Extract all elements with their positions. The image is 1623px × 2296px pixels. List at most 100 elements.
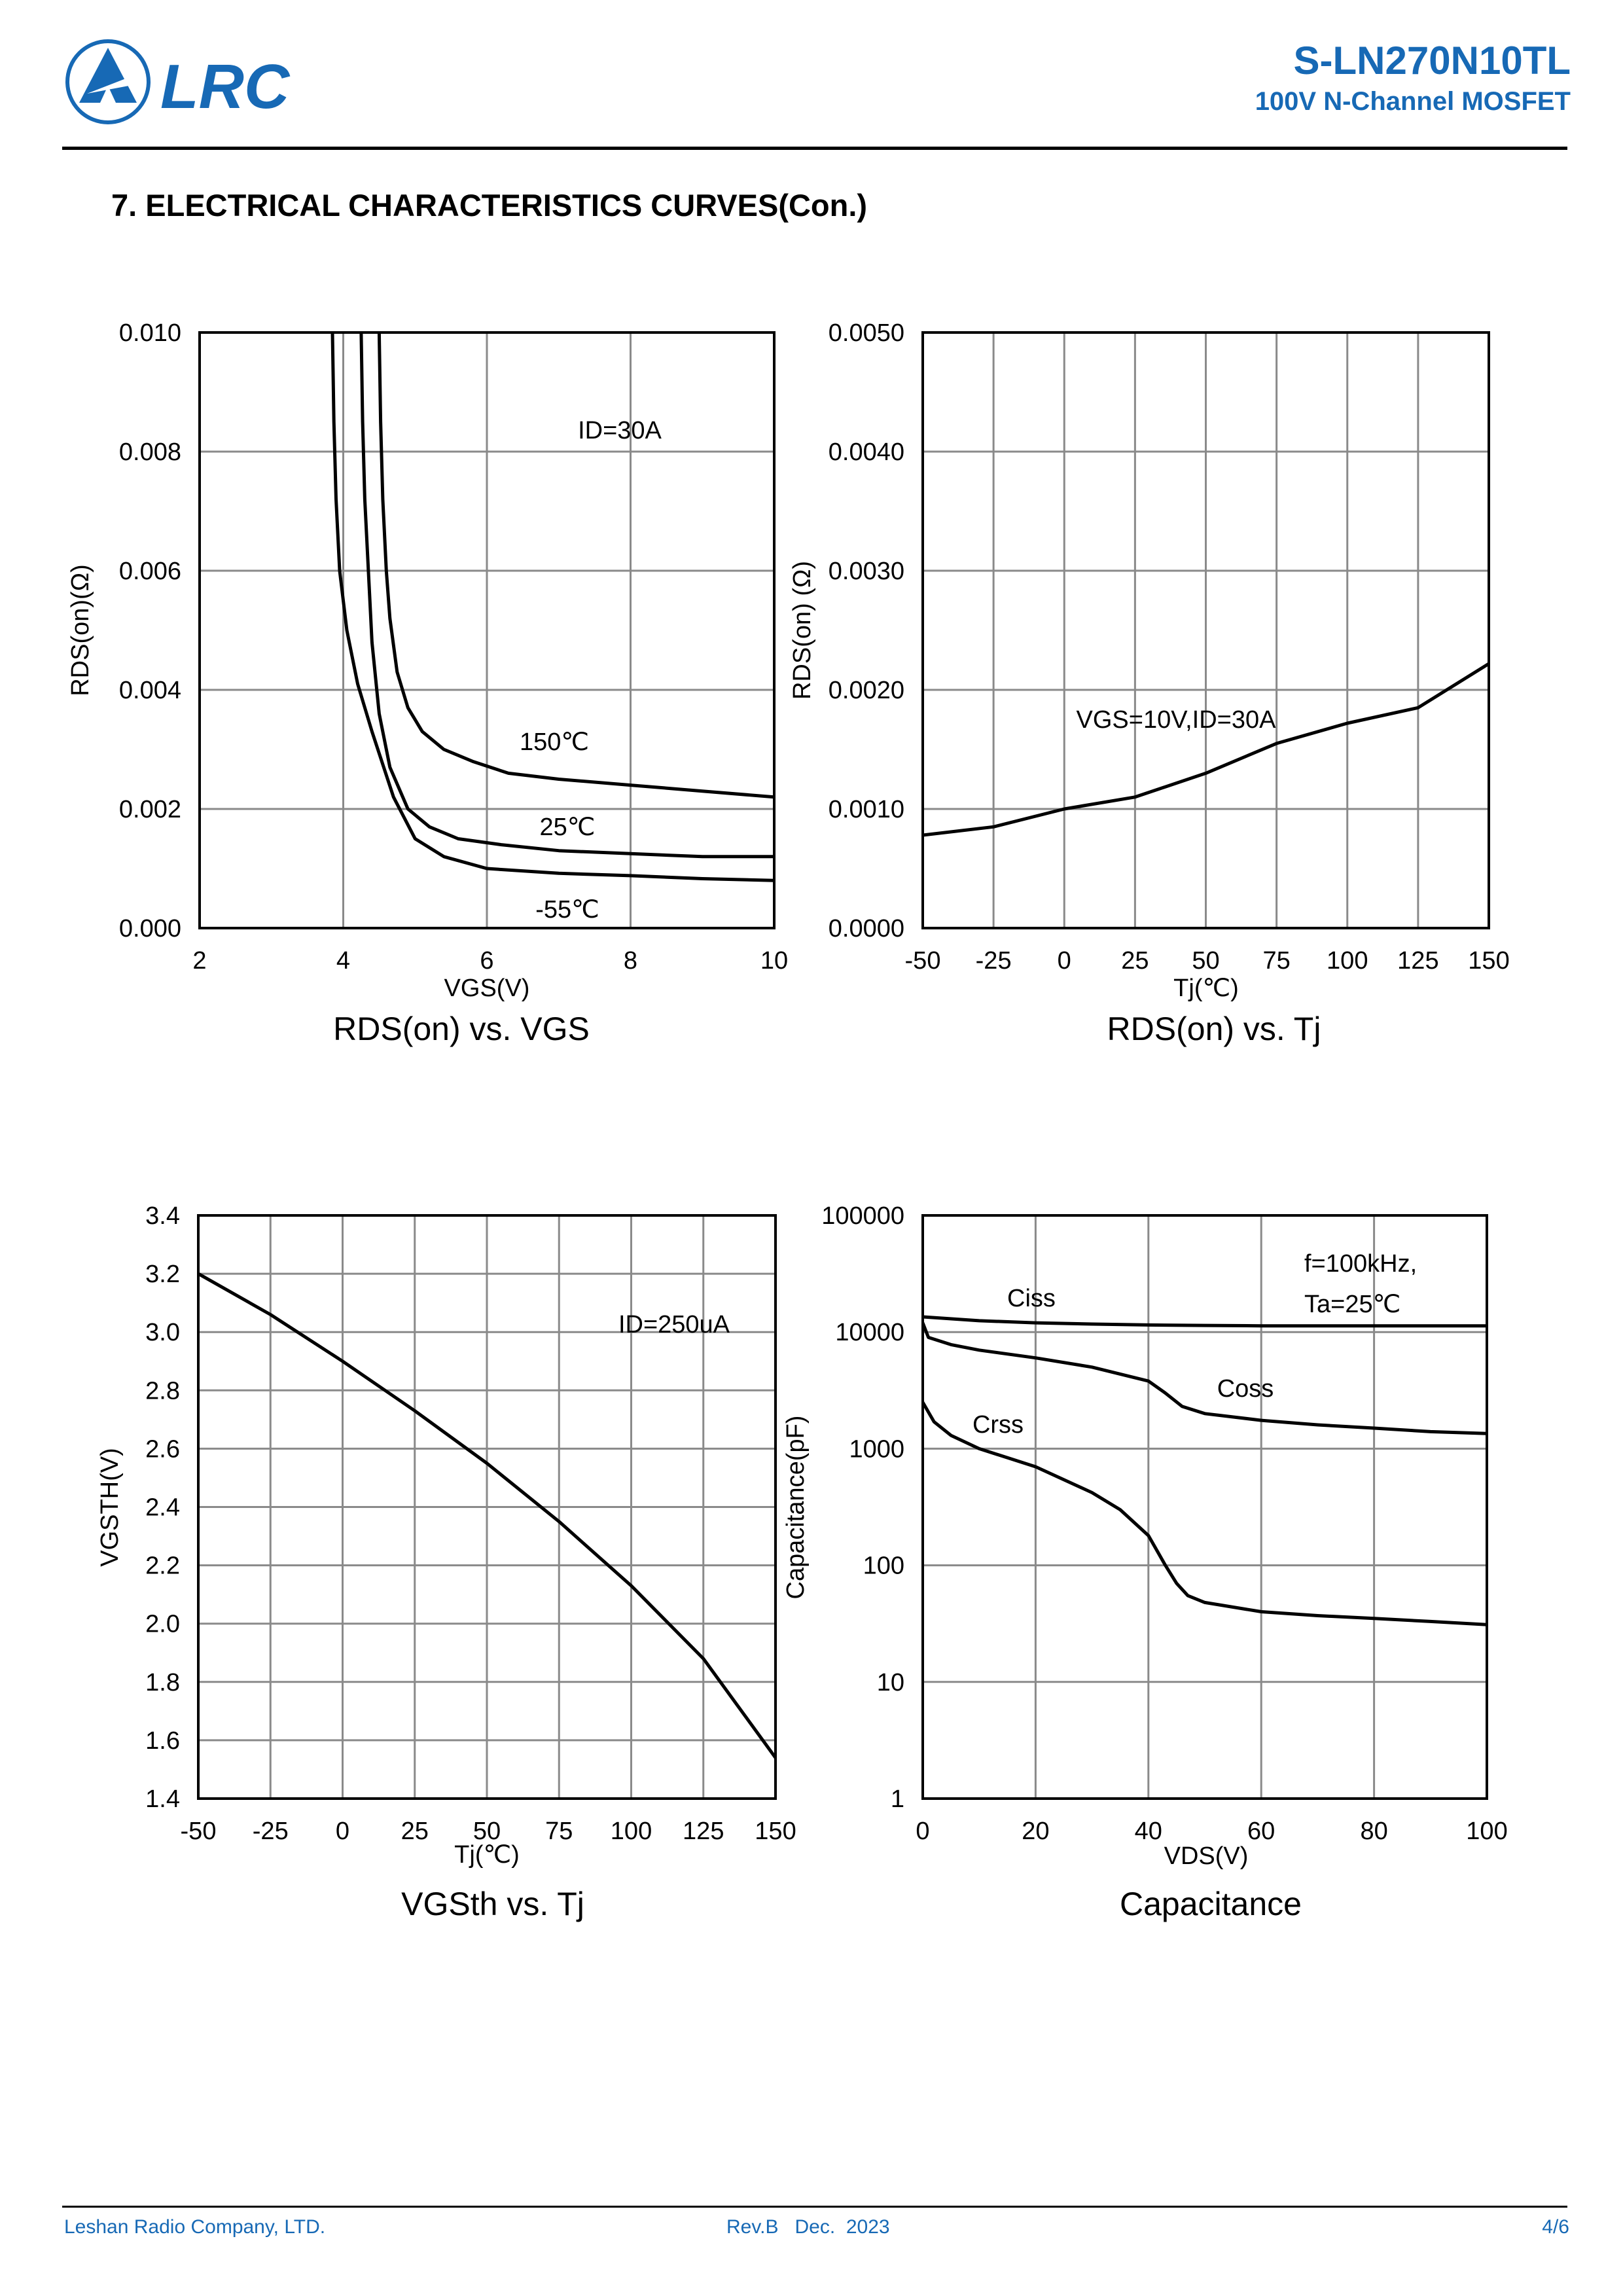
x-tick-label: 150 xyxy=(1468,947,1509,975)
x-tick-label: -25 xyxy=(253,1818,289,1845)
chart-annotation: f=100kHz, xyxy=(1304,1250,1417,1278)
y-axis-label: Capacitance(pF) xyxy=(782,1416,810,1600)
series-line xyxy=(923,662,1489,837)
y-tick-label: 0.002 xyxy=(119,796,181,823)
y-tick-label: 0.0030 xyxy=(829,558,904,585)
charts-area: 2 4 6 8 100.0000.0020.0040.0060.0080.010VGS(… xyxy=(67,319,1510,1870)
part-number: S-LN270N10TL xyxy=(1293,39,1571,82)
chart-annotation: ID=30A xyxy=(578,417,662,444)
y-tick-label: 3.4 xyxy=(145,1202,180,1230)
y-tick-label: 0.0010 xyxy=(829,796,904,823)
y-tick-label: 1.4 xyxy=(145,1785,180,1813)
chart-caption: RDS(on) vs. VGS xyxy=(333,1011,590,1047)
series-line xyxy=(923,1401,1487,1626)
x-axis-label: Tj(℃) xyxy=(454,1841,520,1869)
y-tick-label: 100000 xyxy=(821,1202,904,1230)
y-tick-label: 1.8 xyxy=(145,1669,180,1696)
x-tick-label: 40 xyxy=(1135,1818,1162,1845)
y-tick-label: 1000 xyxy=(849,1435,904,1463)
x-tick-label: 8 xyxy=(624,947,637,975)
series-label: 150℃ xyxy=(520,728,589,756)
y-tick-label: 0.0020 xyxy=(829,677,904,704)
y-tick-label: 10 xyxy=(877,1669,904,1696)
x-tick-label: 10 xyxy=(760,947,788,975)
series-label: Ciss xyxy=(1007,1285,1056,1312)
y-tick-label: 0.0000 xyxy=(829,915,904,942)
x-tick-label: -25 xyxy=(976,947,1012,975)
y-tick-label: 3.0 xyxy=(145,1319,180,1346)
x-tick-label: 50 xyxy=(1192,947,1219,975)
chart-annotation: Ta=25℃ xyxy=(1304,1291,1400,1318)
footer-divider xyxy=(62,2206,1567,2208)
plot-frame xyxy=(921,1214,1488,1800)
y-tick-label: 1.6 xyxy=(145,1727,180,1755)
chart-annotation: ID=250uA xyxy=(618,1311,730,1338)
x-tick-label: 0 xyxy=(1058,947,1071,975)
series-label: -55℃ xyxy=(535,896,599,924)
footer-revision: Rev.B Dec. 2023 xyxy=(726,2216,890,2238)
series-line xyxy=(923,1315,1487,1328)
x-tick-label: 0 xyxy=(916,1818,929,1845)
plot-frame xyxy=(198,331,776,929)
x-tick-label: 60 xyxy=(1247,1818,1275,1845)
chart-caption: RDS(on) vs. Tj xyxy=(1107,1011,1321,1047)
section-title: 7. ELECTRICAL CHARACTERISTICS CURVES(Con… xyxy=(111,188,868,223)
series-line xyxy=(198,1272,776,1759)
y-tick-label: 2.0 xyxy=(145,1611,180,1638)
series-label: Coss xyxy=(1217,1375,1274,1403)
series-label: 25℃ xyxy=(540,814,596,841)
y-tick-label: 10000 xyxy=(835,1319,904,1346)
y-tick-label: 2.8 xyxy=(145,1377,180,1405)
part-header: S-LN270N10TL 100V N-Channel MOSFET xyxy=(1255,38,1571,117)
y-tick-label: 3.2 xyxy=(145,1261,180,1288)
y-tick-label: 0.008 xyxy=(119,439,181,466)
part-description: 100V N-Channel MOSFET xyxy=(1255,87,1571,116)
x-tick-label: 20 xyxy=(1022,1818,1049,1845)
footer-page: 4/6 xyxy=(1542,2216,1569,2238)
x-axis-label: VDS(V) xyxy=(1164,1842,1249,1870)
header-divider xyxy=(62,147,1567,150)
x-axis-label: VGS(V) xyxy=(444,975,530,1002)
company-logo: LRC xyxy=(65,39,291,124)
x-tick-label: 25 xyxy=(1121,947,1149,975)
x-tick-label: 2 xyxy=(192,947,206,975)
x-tick-label: -50 xyxy=(905,947,941,975)
y-tick-label: 0.0040 xyxy=(829,439,904,466)
x-tick-label: 4 xyxy=(336,947,350,975)
x-tick-label: 75 xyxy=(545,1818,573,1845)
series-label: Crss xyxy=(972,1411,1024,1439)
y-tick-label: 0.0050 xyxy=(829,319,904,347)
plot-frame xyxy=(921,331,1490,929)
chart-annotation: VGS=10V,ID=30A xyxy=(1077,706,1277,734)
y-tick-label: 0.000 xyxy=(119,915,181,942)
y-tick-label: 0.004 xyxy=(119,677,181,704)
series-line xyxy=(923,1322,1487,1435)
plot-frame xyxy=(197,1214,777,1800)
y-tick-label: 2.6 xyxy=(145,1435,180,1463)
x-tick-label: 100 xyxy=(1466,1818,1507,1845)
chart-caption: Capacitance xyxy=(1120,1886,1302,1922)
chart-caption: VGSth vs. Tj xyxy=(401,1886,584,1922)
y-tick-label: 100 xyxy=(863,1552,904,1580)
x-axis-label: Tj(℃) xyxy=(1173,975,1239,1002)
series-line xyxy=(359,332,774,859)
y-axis-label: RDS(on) (Ω) xyxy=(789,561,816,700)
x-tick-label: 25 xyxy=(401,1818,429,1845)
series-line xyxy=(330,332,774,882)
series-line xyxy=(377,332,774,799)
y-axis-label: RDS(on)(Ω) xyxy=(67,564,94,696)
x-tick-label: 100 xyxy=(611,1818,652,1845)
x-tick-label: -50 xyxy=(181,1818,217,1845)
x-tick-label: 125 xyxy=(1397,947,1438,975)
y-tick-label: 0.006 xyxy=(119,558,181,585)
logo-text: LRC xyxy=(160,52,291,122)
x-tick-label: 0 xyxy=(336,1818,349,1845)
y-tick-label: 1 xyxy=(891,1785,904,1813)
x-tick-label: 100 xyxy=(1327,947,1368,975)
y-tick-label: 2.4 xyxy=(145,1494,180,1522)
y-tick-label: 0.010 xyxy=(119,319,181,347)
y-axis-label: VGSTH(V) xyxy=(96,1448,124,1567)
x-tick-label: 75 xyxy=(1262,947,1290,975)
x-tick-label: 80 xyxy=(1360,1818,1387,1845)
y-tick-label: 2.2 xyxy=(145,1552,180,1580)
